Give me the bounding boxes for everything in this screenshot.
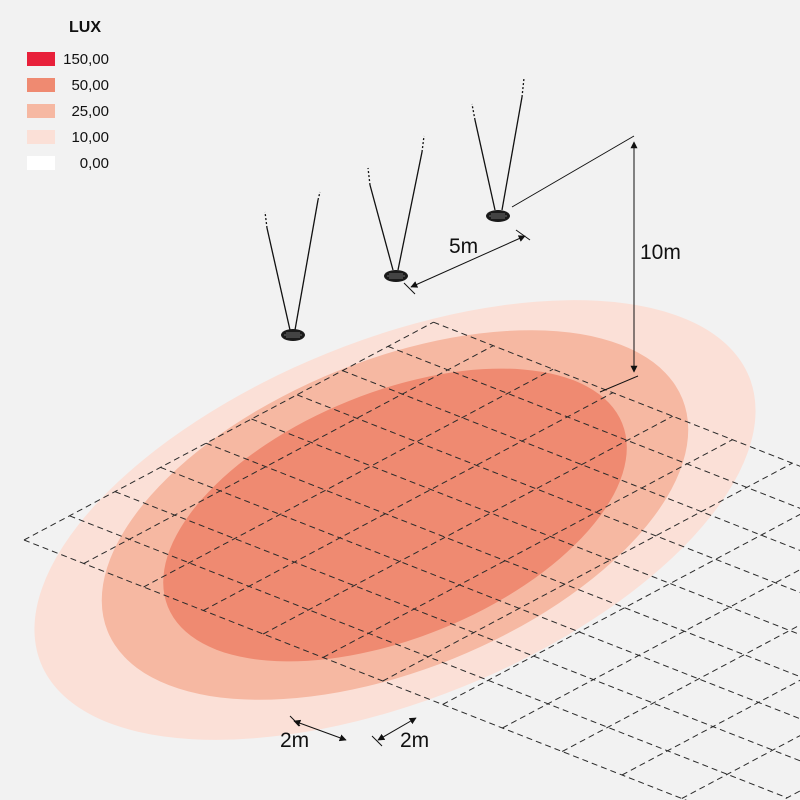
- grid-line: [23, 321, 434, 541]
- grid-line: [621, 679, 800, 776]
- grid-line: [502, 569, 800, 729]
- legend-value: 50,00: [71, 77, 109, 94]
- grid-line: [322, 439, 733, 658]
- zone-50-lux: [163, 368, 627, 662]
- grid-line: [781, 790, 800, 800]
- legend-value: 0,00: [79, 155, 109, 172]
- fixture-1: [264, 191, 321, 341]
- legend-value: 150,00: [63, 51, 109, 68]
- legend-swatch: [27, 156, 55, 170]
- grid-y-label: 2m: [400, 729, 430, 752]
- spacing-label: 5m: [449, 235, 479, 258]
- legend-swatch: [27, 78, 55, 92]
- grid-line: [296, 394, 800, 594]
- grid-line: [205, 442, 800, 678]
- legend-item-25: 25,00: [0, 102, 200, 122]
- legend-swatch: [27, 130, 55, 144]
- grid-line: [83, 345, 494, 564]
- grid-line: [143, 368, 554, 588]
- grid-line: [442, 513, 800, 705]
- height-label: 10m: [640, 241, 681, 264]
- grid-dimension-y: [371, 717, 417, 747]
- grid-line: [561, 624, 800, 752]
- fixture-3: [471, 77, 525, 222]
- legend-swatch: [27, 52, 55, 66]
- legend-swatch: [27, 104, 55, 118]
- legend-value: 10,00: [71, 129, 109, 146]
- legend-value: 25,00: [71, 103, 109, 120]
- height-dimension: [511, 135, 639, 393]
- legend-title: LUX: [69, 19, 101, 36]
- grid-line: [382, 462, 793, 682]
- legend-item-10: 10,00: [0, 128, 200, 148]
- fixture-2: [367, 135, 425, 282]
- grid-line: [251, 418, 800, 636]
- grid-dimension-x: [289, 715, 347, 742]
- grid-line: [262, 415, 673, 635]
- lux-legend: LUX 150,00 50,00 25,00 10,00 0,00: [0, 0, 200, 180]
- legend-item-50: 50,00: [0, 76, 200, 96]
- grid-x-label: 2m: [280, 729, 310, 752]
- legend-item-150: 150,00: [0, 50, 200, 70]
- floor-grid: [23, 321, 800, 800]
- legend-item-0: 0,00: [0, 154, 200, 174]
- grid-line: [203, 392, 614, 611]
- spacing-dimension: [403, 229, 531, 295]
